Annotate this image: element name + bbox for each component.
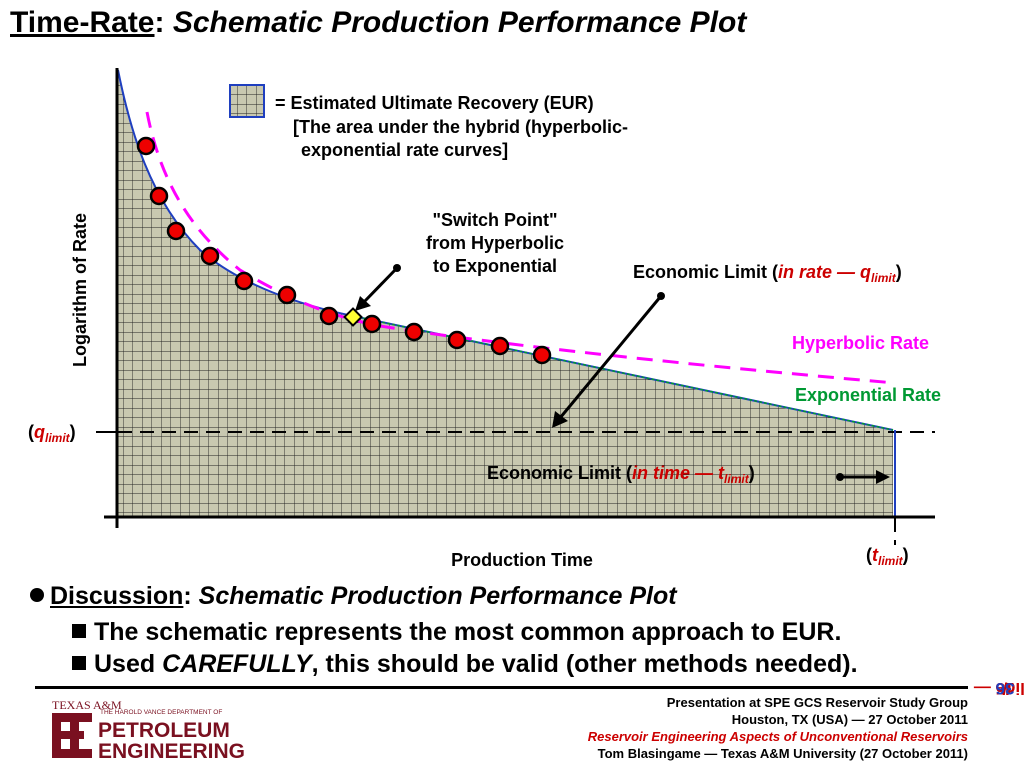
svg-text:PETROLEUM: PETROLEUM	[98, 719, 230, 742]
svg-text:THE HAROLD VANCE DEPARTMENT OF: THE HAROLD VANCE DEPARTMENT OF	[100, 709, 222, 716]
data-point	[447, 330, 467, 350]
data-point	[490, 336, 510, 356]
data-point	[200, 246, 220, 266]
eur-area	[118, 70, 893, 516]
switch-point-pointer	[355, 264, 401, 311]
bullet-2-emphasis: CAREFULLY	[162, 650, 312, 678]
switch-point-label-3: to Exponential	[433, 256, 557, 276]
switch-point-marker	[343, 307, 363, 327]
data-point	[136, 136, 156, 156]
economic-limit-time-label: Economic Limit (in time — tlimit)	[487, 463, 755, 486]
eur-legend-swatch	[229, 84, 265, 118]
discussion-label: Discussion	[50, 582, 184, 610]
bullet-2-prefix: Used	[94, 650, 156, 678]
data-point	[234, 271, 254, 291]
svg-text:ENGINEERING: ENGINEERING	[98, 740, 245, 760]
data-point	[404, 322, 424, 342]
bullet-2-suffix: , this should be valid (other methods ne…	[311, 650, 858, 678]
legend-line-1: = Estimated Ultimate Recovery (EUR)	[275, 93, 594, 113]
hyperbolic-rate-label: Hyperbolic Rate	[792, 333, 929, 353]
svg-text:TEXAS A&M: TEXAS A&M	[52, 698, 122, 712]
bullet-1-text: The schematic represents the most common…	[94, 618, 842, 646]
economic-limit-time-pointer	[836, 470, 890, 484]
discussion-bullet-2: Used CAREFULLY, this should be valid (ot…	[72, 650, 858, 679]
economic-limit-rate-label: Economic Limit (in rate — qlimit)	[633, 262, 902, 285]
footer-line-3: Reservoir Engineering Aspects of Unconve…	[587, 729, 968, 744]
footer-line-2: Houston, TX (USA) — 27 October 2011	[731, 712, 968, 727]
data-point	[149, 186, 169, 206]
square-bullet-icon	[72, 656, 86, 670]
discussion-bullet-1: The schematic represents the most common…	[72, 618, 841, 647]
tlimit-label: (tlimit)	[866, 545, 909, 568]
title-time-rate: Time-Rate	[10, 6, 155, 39]
bullet-icon	[30, 588, 44, 602]
footer-credits: Presentation at SPE GCS Reservoir Study …	[588, 694, 968, 762]
footer-line-1: Presentation at SPE GCS Reservoir Study …	[666, 695, 968, 710]
switch-point-label-1: "Switch Point"	[432, 210, 557, 230]
economic-limit-rate-pointer	[552, 292, 665, 428]
x-axis-label: Production Time	[451, 550, 593, 570]
data-point	[319, 306, 339, 326]
data-point	[532, 345, 552, 365]
slide-total: 36	[995, 679, 1015, 698]
square-bullet-icon	[72, 624, 86, 638]
tamu-petroleum-logo: TEXAS A&M THE HAROLD VANCE DEPARTMENT OF…	[52, 698, 245, 760]
legend-line-3: exponential rate curves]	[301, 140, 508, 160]
y-axis-label: Logarithm of Rate	[70, 213, 90, 367]
slide-title: Time-Rate: Schematic Production Performa…	[10, 6, 746, 40]
title-subtitle: Schematic Production Performance Plot	[172, 6, 747, 39]
qlimit-label: (qlimit)	[28, 422, 76, 445]
discussion-heading: Discussion: Schematic Production Perform…	[30, 582, 677, 611]
data-point	[277, 285, 297, 305]
legend-line-2: [The area under the hybrid (hyperbolic-	[293, 117, 628, 137]
data-points	[136, 136, 552, 365]
schematic-diagram: = Estimated Ultimate Recovery (EUR) [The…	[28, 68, 941, 570]
switch-point-label-2: from Hyperbolic	[426, 233, 564, 253]
discussion-colon: :	[183, 582, 192, 610]
slide-number: Slide — 15/36	[974, 618, 1024, 758]
footer-line-4: Tom Blasingame — Texas A&M University (2…	[597, 746, 968, 761]
discussion-subject: Schematic Production Performance Plot	[198, 582, 677, 610]
footer-divider	[35, 686, 968, 689]
exponential-rate-label: Exponential Rate	[795, 385, 941, 405]
title-colon: :	[154, 6, 165, 39]
data-point	[166, 221, 186, 241]
data-point	[362, 314, 382, 334]
